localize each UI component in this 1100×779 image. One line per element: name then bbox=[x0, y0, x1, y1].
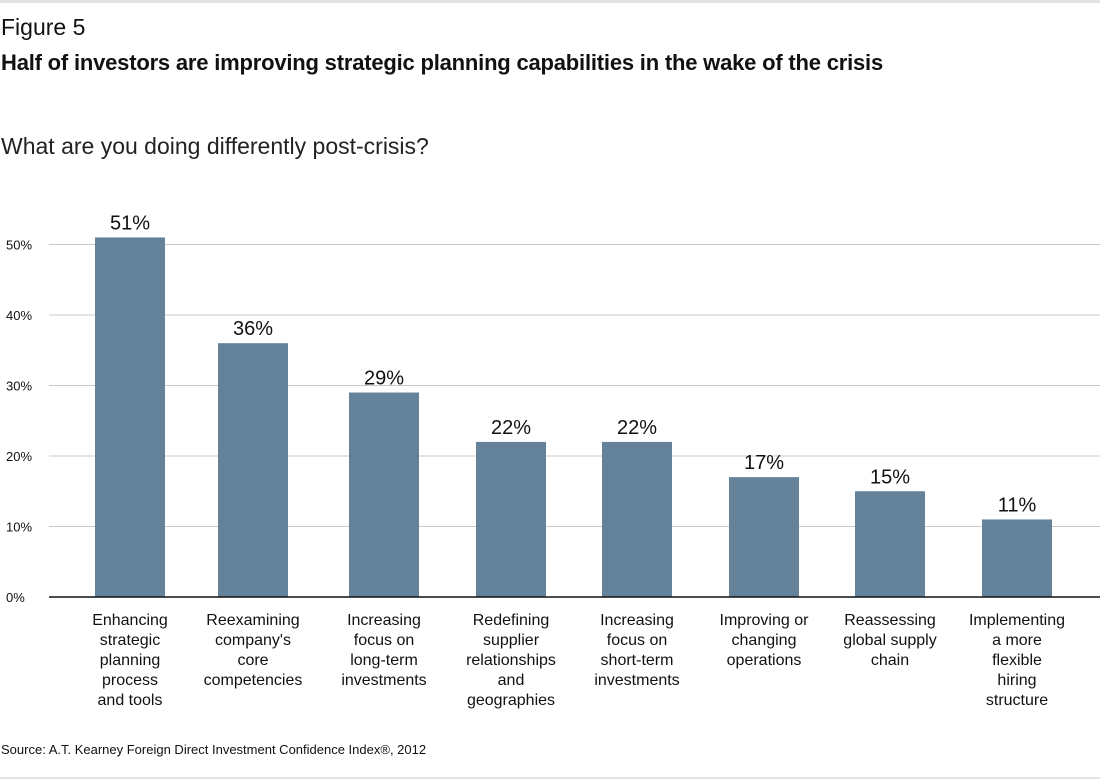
x-category-line: structure bbox=[986, 692, 1048, 709]
bar bbox=[729, 477, 799, 597]
x-category-line: supplier bbox=[483, 632, 540, 649]
y-tick-label: 10% bbox=[6, 520, 32, 535]
x-category-line: global supply bbox=[843, 632, 936, 649]
x-category-line: Increasing bbox=[600, 612, 674, 629]
bar bbox=[602, 441, 672, 597]
x-category-label: Increasing focus on short-term investments bbox=[594, 612, 679, 689]
x-category-line: Reassessing bbox=[844, 612, 936, 629]
x-category-line: hiring bbox=[997, 672, 1036, 689]
x-category-line: and bbox=[498, 672, 525, 689]
x-category-line: planning bbox=[100, 652, 161, 669]
bar bbox=[349, 392, 419, 597]
data-label: 11% bbox=[998, 494, 1037, 516]
x-category-line: a more bbox=[992, 632, 1042, 649]
data-label: 51% bbox=[110, 212, 150, 234]
data-label: 29% bbox=[364, 368, 404, 390]
x-category-line: competencies bbox=[204, 672, 303, 689]
x-category-line: and tools bbox=[98, 692, 163, 709]
x-category-label: Enhancing strategic planning process and too… bbox=[92, 612, 168, 709]
top-border bbox=[0, 0, 1100, 3]
data-label: 22% bbox=[491, 417, 531, 439]
x-category-label: Increasing focus on long-term investments bbox=[341, 612, 426, 689]
x-category-line: Enhancing bbox=[92, 612, 168, 629]
x-category-label: Reexamining company's core competencies bbox=[204, 612, 303, 689]
bar bbox=[855, 491, 925, 597]
bar bbox=[982, 519, 1052, 597]
bar bbox=[476, 441, 546, 597]
x-category-line: Redefining bbox=[473, 612, 550, 629]
x-category-line: changing bbox=[732, 632, 797, 649]
x-category-line: focus on bbox=[354, 632, 414, 649]
data-label: 15% bbox=[870, 466, 910, 488]
source-note: Source: A.T. Kearney Foreign Direct Inve… bbox=[1, 742, 427, 757]
x-category-line: investments bbox=[594, 672, 679, 689]
chart-title: Half of investors are improving strategi… bbox=[1, 50, 883, 75]
x-category-line: long-term bbox=[350, 652, 418, 669]
x-category-line: Improving or bbox=[720, 612, 810, 629]
y-tick-label: 30% bbox=[6, 379, 32, 394]
y-tick-label: 0% bbox=[6, 590, 25, 605]
bar bbox=[218, 343, 288, 597]
figure-label: Figure 5 bbox=[1, 14, 86, 40]
x-category-line: company's bbox=[215, 632, 291, 649]
x-category-line: core bbox=[237, 652, 268, 669]
x-category-line: Implementing bbox=[969, 612, 1065, 629]
x-category-label: Implementing a more flexible hiring structur… bbox=[969, 612, 1065, 709]
x-category-line: strategic bbox=[100, 632, 160, 649]
y-tick-label: 40% bbox=[6, 308, 32, 323]
bottom-border bbox=[0, 777, 1100, 779]
x-category-line: flexible bbox=[992, 652, 1042, 669]
x-category-line: operations bbox=[727, 652, 802, 669]
x-category-line: geographies bbox=[467, 692, 555, 709]
x-category-line: process bbox=[102, 672, 158, 689]
data-label: 36% bbox=[233, 318, 273, 340]
x-category-label: Improving or changing operations bbox=[720, 612, 810, 669]
x-category-line: focus on bbox=[607, 632, 667, 649]
x-category-line: investments bbox=[341, 672, 426, 689]
x-category-line: chain bbox=[871, 652, 909, 669]
data-label: 17% bbox=[744, 452, 784, 474]
x-category-label: Reassessing global supply chain bbox=[843, 612, 936, 669]
x-category-label: Redefining supplier relationships and geogra… bbox=[466, 612, 556, 709]
chart-subtitle: What are you doing differently post-cris… bbox=[1, 133, 429, 159]
x-category-line: Increasing bbox=[347, 612, 421, 629]
y-tick-label: 20% bbox=[6, 449, 32, 464]
data-label: 22% bbox=[617, 417, 657, 439]
x-category-line: relationships bbox=[466, 652, 556, 669]
y-tick-label: 50% bbox=[6, 238, 32, 253]
x-category-line: Reexamining bbox=[206, 612, 299, 629]
bar bbox=[95, 237, 165, 597]
x-category-line: short-term bbox=[601, 652, 674, 669]
